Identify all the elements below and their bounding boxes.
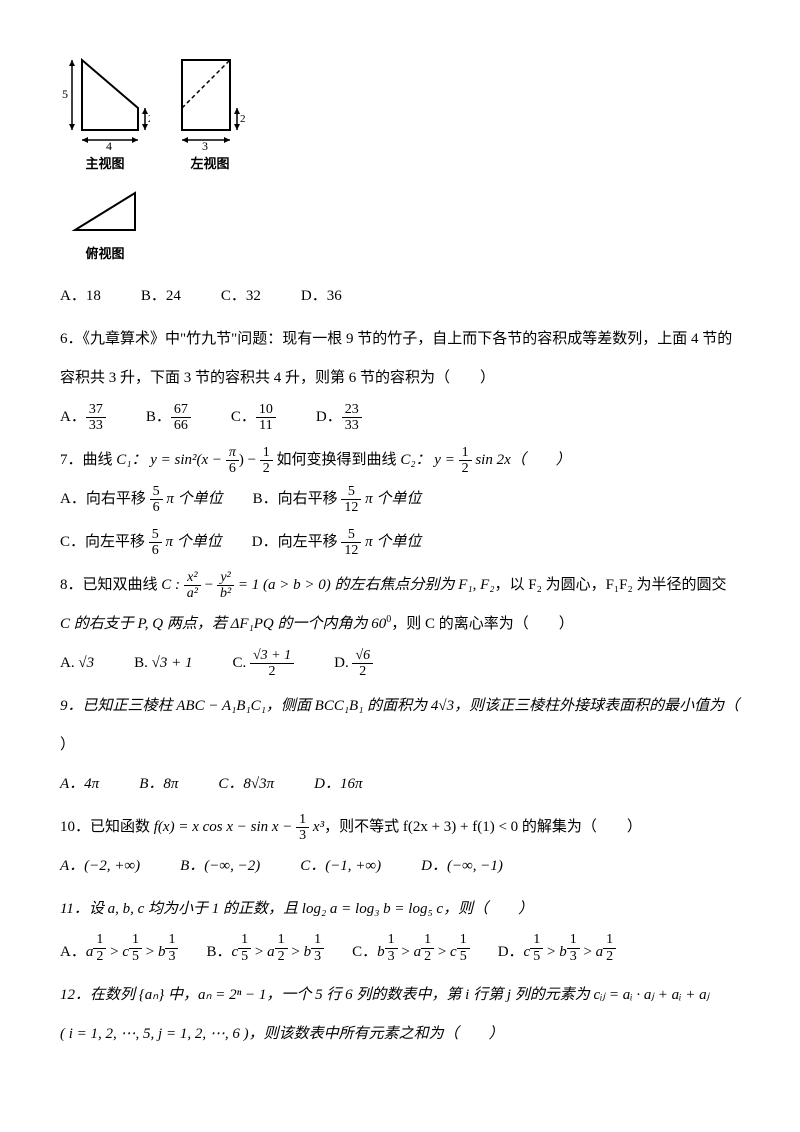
- q9-opt-a: A．4π: [60, 768, 99, 801]
- q10-opt-b: B．(−∞, −2): [180, 850, 260, 883]
- q9-line2: ）: [60, 729, 740, 762]
- q11-text: 11．设 a, b, c 均为小于 1 的正数，且 log₂ a = log₃ …: [60, 893, 740, 926]
- q7-options-row1: A．向右平移 56 π 个单位 B．向右平移 512 π 个单位: [60, 483, 740, 516]
- side-view-svg: 2 3: [170, 50, 250, 150]
- q6-opt-d: D．2333: [316, 401, 362, 434]
- front-view-svg: 5 2 4: [60, 50, 150, 150]
- q9-opt-b: B．8π: [139, 768, 178, 801]
- front-view-label: 主视图: [60, 150, 150, 179]
- q11-opt-a: A．a12 > c15 > b13: [60, 932, 178, 969]
- q5-opt-c: C．32: [221, 280, 261, 313]
- q7-opt-b: B．向右平移 512 π 个单位: [253, 483, 422, 516]
- q8-opt-a: A. √3: [60, 647, 94, 680]
- three-view-diagrams: 5 2 4 主视图 2: [60, 50, 740, 268]
- side-view-label: 左视图: [170, 150, 250, 179]
- q6-opt-a: A．3733: [60, 401, 106, 434]
- q11-options: A．a12 > c15 > b13 B．c15 > a12 > b13 C．b1…: [60, 932, 740, 969]
- q10-options: A．(−2, +∞) B．(−∞, −2) C．(−1, +∞) D．(−∞, …: [60, 850, 740, 883]
- q7-options-row2: C．向左平移 56 π 个单位 D．向左平移 512 π 个单位: [60, 526, 740, 559]
- q5-opt-d: D．36: [301, 280, 342, 313]
- q7-opt-c: C．向左平移 56 π 个单位: [60, 526, 222, 559]
- dim-3: 3: [202, 139, 208, 150]
- q11-opt-d: D．c15 > b13 > a12: [498, 932, 616, 969]
- dim-2b: 2: [240, 113, 246, 125]
- q10-text: 10．已知函数 f(x) = x cos x − sin x − 13 x³，则…: [60, 811, 740, 844]
- q8-line1: 8．已知双曲线 C : x²a² − y²b² = 1 (a > b > 0) …: [60, 569, 740, 602]
- top-view-label: 俯视图: [60, 240, 150, 269]
- q6-opt-c: C．1011: [231, 401, 276, 434]
- q7-text: 7．曲线 C₁： y = sin²(x − π6) − 12 如何变换得到曲线 …: [60, 444, 740, 477]
- q5-opt-a: A．18: [60, 280, 101, 313]
- q8-options: A. √3 B. √3 + 1 C. √3 + 12 D. √62: [60, 647, 740, 680]
- q9-opt-c: C．8√3π: [218, 768, 274, 801]
- q5-options: A．18 B．24 C．32 D．36: [60, 280, 740, 313]
- top-view-svg: [60, 185, 150, 240]
- q11-opt-b: B．c15 > a12 > b13: [206, 932, 324, 969]
- dim-5: 5: [62, 87, 68, 101]
- q10-opt-a: A．(−2, +∞): [60, 850, 140, 883]
- q12-line2: ( i = 1, 2, ⋯, 5, j = 1, 2, ⋯, 6 )，则该数表中…: [60, 1018, 740, 1051]
- q9-options: A．4π B．8π C．8√3π D．16π: [60, 768, 740, 801]
- q7-opt-a: A．向右平移 56 π 个单位: [60, 483, 223, 516]
- q8-opt-d: D. √62: [334, 647, 373, 680]
- q10-opt-d: D．(−∞, −1): [421, 850, 503, 883]
- q8-opt-b: B. √3 + 1: [134, 647, 192, 680]
- q6-line2: 容积共 3 升，下面 3 节的容积共 4 升，则第 6 节的容积为（ ）: [60, 362, 740, 395]
- q7-opt-d: D．向左平移 512 π 个单位: [252, 526, 422, 559]
- q8-opt-c: C. √3 + 12: [232, 647, 294, 680]
- q11-opt-c: C．b13 > a12 > c15: [352, 932, 470, 969]
- q9-line1: 9．已知正三棱柱 ABC − A₁B₁C₁，侧面 BCC₁B₁ 的面积为 4√3…: [60, 690, 740, 723]
- q10-opt-c: C．(−1, +∞): [300, 850, 381, 883]
- q12-line1: 12．在数列 {aₙ} 中，aₙ = 2ⁿ − 1，一个 5 行 6 列的数表中…: [60, 979, 740, 1012]
- q6-options: A．3733 B．6766 C．1011 D．2333: [60, 401, 740, 434]
- q8-line2: C 的右支于 P, Q 两点，若 ΔF₁PQ 的一个内角为 600，则 C 的离…: [60, 608, 740, 641]
- q9-opt-d: D．16π: [314, 768, 362, 801]
- dim-2a: 2: [148, 113, 150, 125]
- dim-4: 4: [106, 139, 112, 150]
- q5-opt-b: B．24: [141, 280, 181, 313]
- q6-opt-b: B．6766: [146, 401, 191, 434]
- q6-line1: 6．《九章算术》中"竹九节"问题：现有一根 9 节的竹子，自上而下各节的容积成等…: [60, 323, 740, 356]
